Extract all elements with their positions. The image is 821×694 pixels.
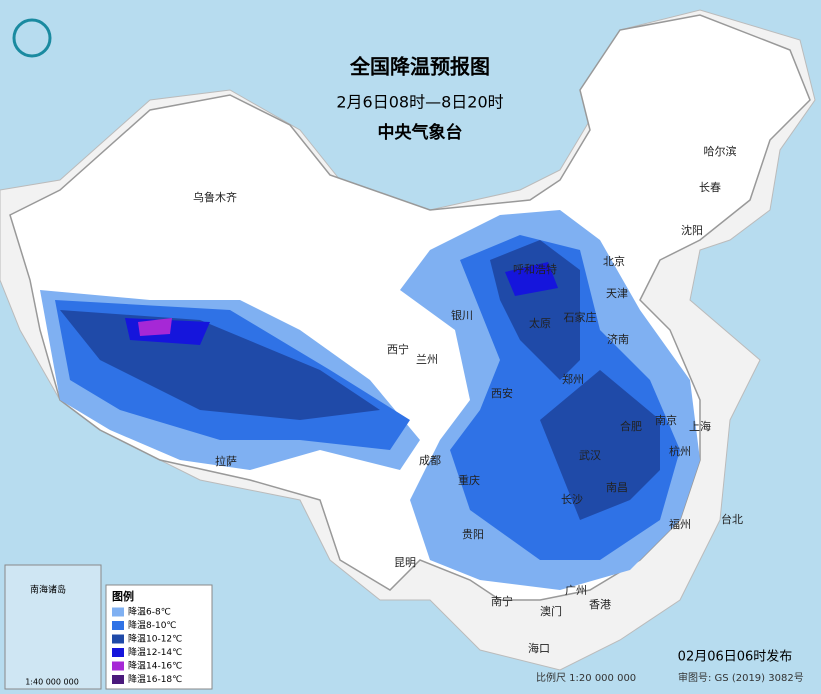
- legend-swatch: [112, 675, 124, 684]
- inset-label: 南海诸岛: [30, 584, 66, 596]
- legend-label: 降温8-10℃: [128, 619, 177, 631]
- approval: 审图号: GS (2019) 3082号: [678, 671, 804, 684]
- agency: 中央气象台: [378, 122, 463, 143]
- legend-label: 降温12-14℃: [128, 646, 182, 658]
- city: 济南: [607, 332, 629, 346]
- legend-label: 降温16-18℃: [128, 673, 182, 685]
- city: 台北: [721, 512, 743, 526]
- city: 澳门: [540, 604, 562, 618]
- legend-swatch: [112, 661, 124, 671]
- legend-swatch: [112, 634, 124, 644]
- city: 广州: [565, 584, 587, 597]
- city: 太原: [529, 317, 551, 330]
- city: 武汉: [579, 449, 601, 462]
- subtitle: 2月6日08时—8日20时: [336, 93, 503, 112]
- city: 长沙: [561, 493, 583, 506]
- inset-map: [4, 564, 102, 690]
- city: 长春: [699, 181, 721, 194]
- city-labels: 乌鲁木齐 哈尔滨 长春 沈阳 北京 天津 呼和浩特 石家庄 太原 银川 西宁 兰…: [193, 144, 743, 655]
- legend-label: 降温14-16℃: [128, 660, 182, 672]
- city: 兰州: [416, 353, 438, 366]
- cooling-area: [505, 262, 558, 296]
- legend-label: 降温10-12℃: [128, 633, 182, 645]
- city: 郑州: [562, 372, 584, 386]
- cooling-area: [138, 318, 172, 336]
- cooling-area: [540, 370, 660, 520]
- city: 成都: [419, 454, 441, 467]
- city: 乌鲁木齐: [193, 190, 237, 204]
- city: 南宁: [491, 594, 513, 608]
- issue-time: 02月06日06时发布: [678, 649, 793, 665]
- legend-swatch: [112, 621, 124, 630]
- city: 哈尔滨: [704, 144, 737, 158]
- city: 贵阳: [462, 528, 484, 541]
- legend-swatch: [112, 607, 124, 617]
- legend-title: 图例: [112, 589, 134, 603]
- city: 沈阳: [681, 223, 703, 237]
- city: 西安: [491, 386, 513, 400]
- inset-scale: 1:40 000 000: [25, 678, 79, 687]
- city: 北京: [603, 254, 625, 268]
- city: 香港: [589, 598, 611, 611]
- city: 南京: [655, 413, 677, 427]
- title: 全国降温预报图: [349, 55, 490, 79]
- city: 重庆: [458, 473, 480, 487]
- logo: [12, 18, 52, 58]
- city: 合肥: [620, 419, 642, 433]
- city: 海口: [528, 641, 550, 655]
- scale: 比例尺 1:20 000 000: [536, 671, 636, 684]
- city: 西宁: [387, 342, 409, 356]
- city: 上海: [689, 419, 711, 433]
- city: 石家庄: [564, 310, 597, 324]
- city: 天津: [606, 287, 628, 300]
- legend-swatch: [112, 648, 124, 657]
- city: 杭州: [669, 444, 691, 458]
- legend-label: 降温6-8℃: [128, 606, 171, 618]
- city: 拉萨: [215, 454, 237, 468]
- city: 昆明: [394, 556, 416, 569]
- city: 南昌: [606, 481, 628, 494]
- city: 呼和浩特: [513, 262, 557, 276]
- city: 银川: [451, 308, 473, 322]
- city: 福州: [669, 517, 691, 531]
